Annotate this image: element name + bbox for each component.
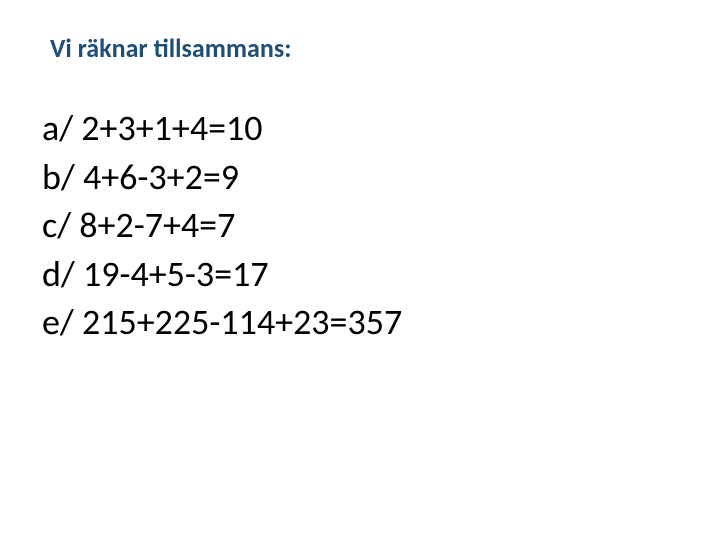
problem-label: d/ (42, 252, 75, 296)
problem-label: e/ (42, 300, 74, 344)
problem-expression: 2+3+1+4=10 (81, 106, 262, 150)
slide-title: Vi räknar tillsammans: (50, 32, 720, 64)
problem-list: a/ 2+3+1+4=10 b/ 4+6-3+2=9 c/ 8+2-7+4=7 … (42, 104, 720, 347)
problem-expression: 19-4+5-3=17 (83, 252, 269, 296)
problem-item: c/ 8+2-7+4=7 (42, 201, 720, 250)
problem-label: c/ (42, 203, 71, 247)
problem-expression: 215+225-114+23=357 (82, 300, 402, 344)
problem-label: b/ (42, 155, 75, 199)
problem-expression: 8+2-7+4=7 (79, 203, 235, 247)
problem-item: a/ 2+3+1+4=10 (42, 104, 720, 153)
problem-item: b/ 4+6-3+2=9 (42, 153, 720, 202)
problem-expression: 4+6-3+2=9 (83, 155, 239, 199)
problem-item: d/ 19-4+5-3=17 (42, 250, 720, 299)
problem-label: a/ (42, 106, 73, 150)
problem-item: e/ 215+225-114+23=357 (42, 298, 720, 347)
slide-container: Vi räknar tillsammans: a/ 2+3+1+4=10 b/ … (0, 0, 720, 540)
